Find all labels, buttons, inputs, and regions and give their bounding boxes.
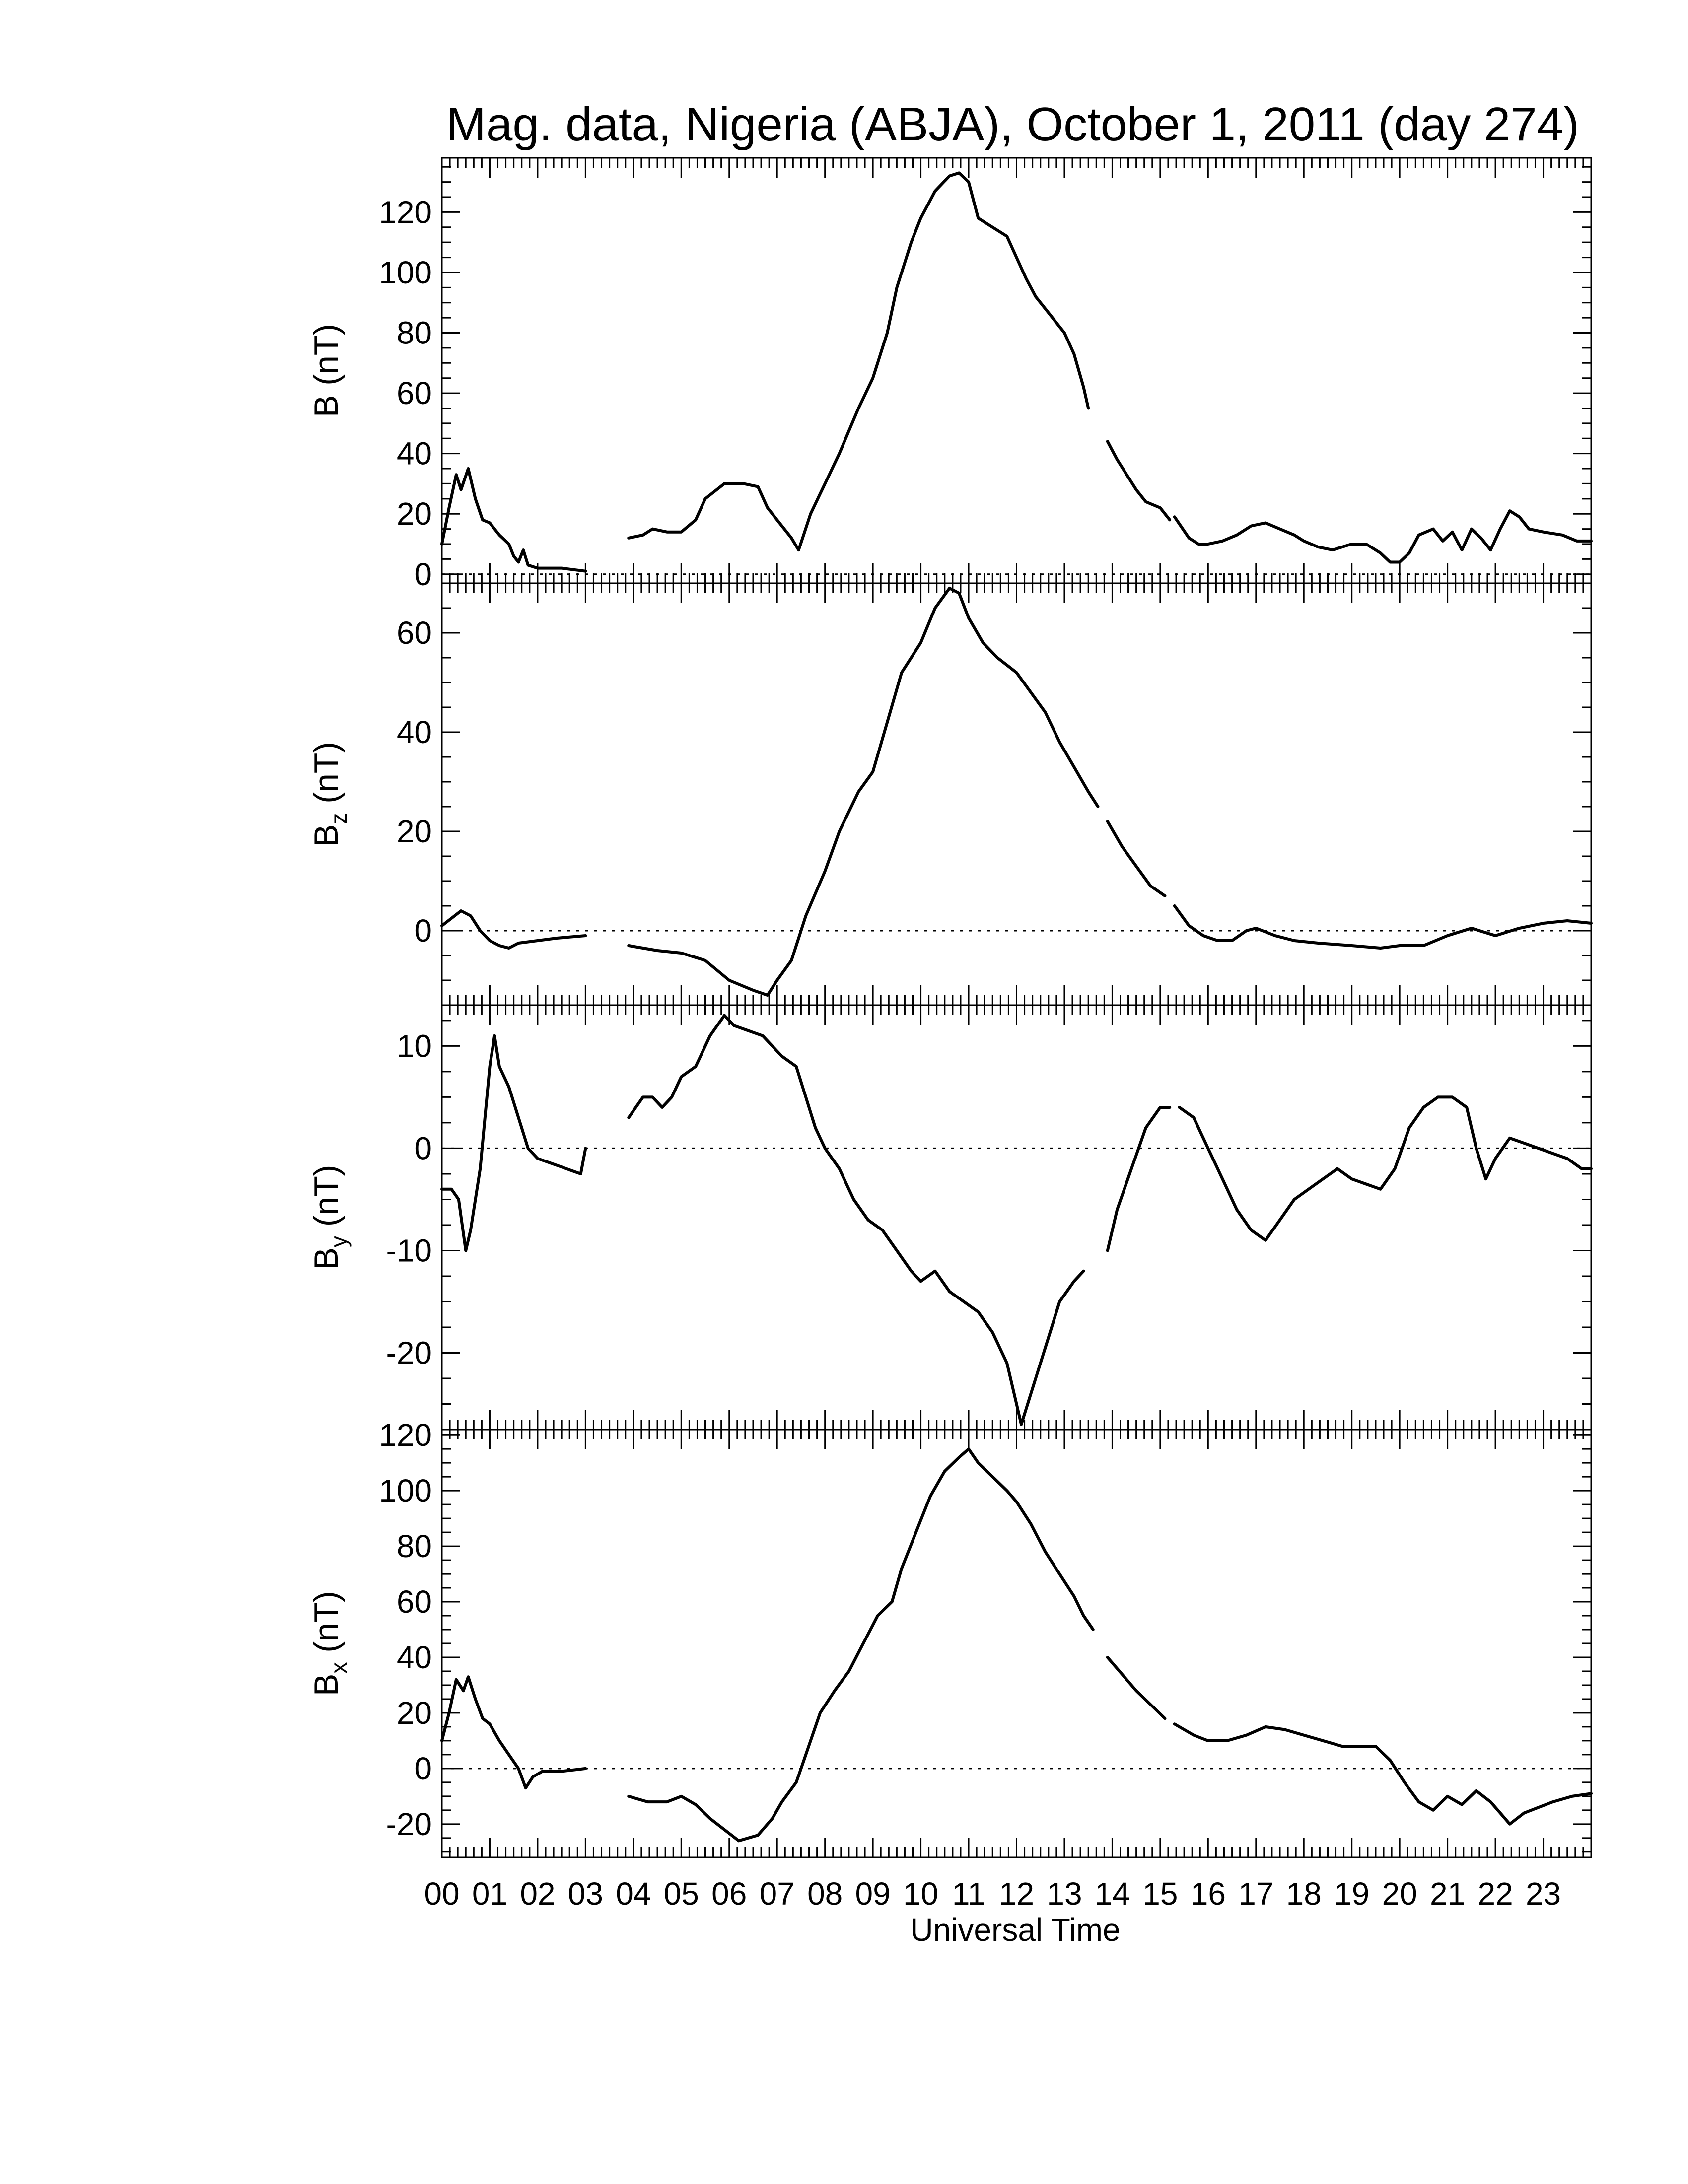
x-axis-title: Universal Time	[910, 1912, 1120, 1948]
series-line-segment	[627, 1014, 1085, 1426]
y-tick-label: 0	[414, 556, 432, 592]
series-line-segment	[1173, 1722, 1593, 1826]
series-line-segment	[440, 909, 587, 950]
x-tick-label: 07	[760, 1876, 795, 1911]
y-tick-label: 60	[397, 375, 432, 411]
panel-frame	[441, 1429, 1592, 1858]
y-tick-label: 120	[379, 1417, 432, 1453]
y-tick-label: 100	[379, 1473, 432, 1508]
y-axis-title-unit: (nT)	[307, 1165, 345, 1236]
y-axis-title-subscript: y	[326, 1236, 352, 1247]
y-tick-label: 20	[397, 496, 432, 532]
x-tick-label: 05	[664, 1876, 699, 1911]
x-tick-label: 17	[1238, 1876, 1273, 1911]
y-axis-title-main: B	[307, 1247, 345, 1270]
y-tick-label: 120	[379, 194, 432, 230]
y-axis-title-main: B	[307, 824, 345, 847]
x-tick-label: 12	[999, 1876, 1034, 1911]
y-tick-label: 0	[414, 1130, 432, 1166]
y-axis-title: By (nT)	[307, 1165, 352, 1270]
x-tick-label: 18	[1286, 1876, 1322, 1911]
y-axis-title-main: B	[307, 395, 345, 417]
series-line-segment	[1106, 440, 1172, 522]
y-tick-label: 80	[397, 315, 432, 351]
y-tick-label: -20	[386, 1806, 432, 1842]
x-tick-label: 20	[1382, 1876, 1417, 1911]
y-axis-title: Bx (nT)	[307, 1591, 352, 1696]
series-line-segment	[1106, 820, 1167, 897]
x-tick-label: 04	[616, 1876, 651, 1911]
y-axis-title-unit: (nT)	[307, 742, 345, 813]
y-tick-label: 0	[414, 1751, 432, 1786]
y-tick-label: 10	[397, 1028, 432, 1064]
x-axis-tick-labels: 00 01 02 03 04 05 06 07 08 09 10 11 12 13 14 15 16 17 18 19…	[424, 1876, 1561, 1911]
y-tick-label: 80	[397, 1528, 432, 1564]
y-tick-label: 20	[397, 1695, 432, 1731]
series-line-segment	[1178, 1095, 1593, 1242]
series-line-segment	[440, 467, 587, 573]
x-tick-label: 02	[520, 1876, 555, 1911]
x-tick-label: 03	[568, 1876, 603, 1911]
panel-2: 0 20 40 60 Bz (nT)	[307, 582, 1593, 1006]
y-tick-label: -20	[386, 1335, 432, 1370]
panel-1: 0 20 40 60 80 100 120 B (nT)	[307, 157, 1593, 592]
x-tick-label: 08	[807, 1876, 843, 1911]
x-tick-label: 15	[1142, 1876, 1178, 1911]
series-line-segment	[1173, 509, 1593, 564]
y-tick-label: -10	[386, 1232, 432, 1268]
x-tick-label: 19	[1334, 1876, 1369, 1911]
x-tick-label: 06	[711, 1876, 747, 1911]
y-tick-label: 60	[397, 615, 432, 651]
series-line-segment	[440, 1675, 587, 1790]
y-tick-label: 20	[397, 814, 432, 849]
x-tick-label: 16	[1191, 1876, 1226, 1911]
y-tick-label: 40	[397, 436, 432, 472]
x-tick-label: 09	[855, 1876, 891, 1911]
x-tick-label: 13	[1047, 1876, 1082, 1911]
y-axis-title: Bz (nT)	[307, 742, 352, 847]
series-line-segment	[627, 587, 1100, 997]
x-tick-label: 11	[952, 1876, 985, 1911]
panel-3: -20 -10 0 10 By (nT)	[307, 1004, 1593, 1431]
panel-4: -20 0 20 40 60 80 100 120 Bx (nT)	[307, 1417, 1593, 1858]
x-tick-label: 14	[1095, 1876, 1130, 1911]
y-tick-label: 100	[379, 255, 432, 290]
x-tick-label: 01	[472, 1876, 507, 1911]
chart-title: Mag. data, Nigeria (ABJA), October 1, 20…	[446, 98, 1579, 151]
series-line-segment	[440, 1034, 587, 1252]
series-line-segment	[1173, 904, 1593, 950]
x-tick-label: 21	[1430, 1876, 1465, 1911]
y-axis-title-subscript: x	[326, 1662, 352, 1674]
y-axis-title: B (nT)	[307, 324, 345, 417]
y-axis-title-unit: (nT)	[307, 1591, 345, 1662]
x-tick-label: 23	[1526, 1876, 1561, 1911]
x-tick-label: 22	[1477, 1876, 1513, 1911]
y-tick-label: 60	[397, 1584, 432, 1620]
series-line-segment	[627, 171, 1090, 552]
y-tick-label: 0	[414, 913, 432, 949]
series-line-segment	[1106, 1106, 1172, 1252]
x-tick-label: 00	[424, 1876, 459, 1911]
series-line-segment	[627, 1447, 1095, 1843]
y-tick-label: 40	[397, 714, 432, 750]
y-axis-title-main: B	[307, 1674, 345, 1696]
series-line-segment	[1106, 1656, 1167, 1720]
y-axis-title-subscript: z	[326, 813, 352, 824]
x-tick-label: 10	[903, 1876, 938, 1911]
y-axis-title-unit: (nT)	[307, 324, 345, 395]
y-tick-label: 40	[397, 1639, 432, 1675]
